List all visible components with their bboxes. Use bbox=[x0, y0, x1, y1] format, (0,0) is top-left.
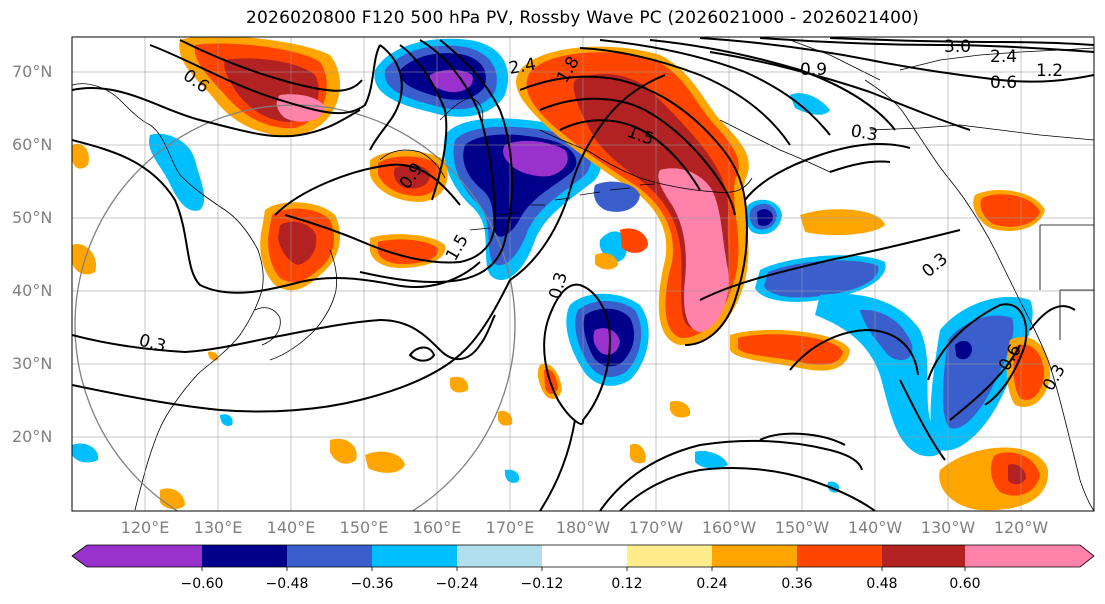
colorbar-tick: 0.36 bbox=[781, 576, 813, 592]
lon-label: 140°W bbox=[847, 518, 903, 537]
colorbar-swatch bbox=[627, 545, 712, 567]
colorbar-tick: 0.12 bbox=[611, 576, 643, 592]
lon-label: 120°W bbox=[993, 518, 1049, 537]
colorbar-swatch bbox=[457, 545, 542, 567]
colorbar-tick: 0.60 bbox=[949, 576, 981, 592]
colorbar-tick: 0.24 bbox=[696, 576, 728, 592]
contour-label: 0.6 bbox=[990, 73, 1017, 93]
lon-label: 150°W bbox=[774, 518, 830, 537]
colorbar-tick: −0.24 bbox=[435, 576, 479, 592]
lon-label: 130°E bbox=[193, 518, 243, 537]
contour-label: 0.3 bbox=[849, 121, 879, 145]
lat-label-50n: 50°N bbox=[12, 208, 53, 227]
colorbar-tick: −0.36 bbox=[350, 576, 394, 592]
colorbar-swatch bbox=[372, 545, 457, 567]
map-frame bbox=[71, 36, 1095, 512]
lon-label: 170°W bbox=[628, 518, 684, 537]
lat-label-40n: 40°N bbox=[12, 281, 53, 300]
lat-label-20n: 20°N bbox=[12, 427, 53, 446]
contour-label: 3.0 bbox=[944, 37, 971, 57]
lon-label: 150°E bbox=[339, 518, 389, 537]
colorbar-tick: 0.48 bbox=[866, 576, 898, 592]
lat-label-60n: 60°N bbox=[12, 135, 53, 154]
lat-label-70n: 70°N bbox=[12, 62, 53, 81]
lon-label: 130°W bbox=[920, 518, 976, 537]
colorbar-swatch bbox=[542, 545, 627, 567]
colorbar-swatch bbox=[882, 545, 965, 567]
pv-contours bbox=[72, 37, 1094, 511]
lon-label: 160°E bbox=[412, 518, 462, 537]
colorbar bbox=[71, 544, 1095, 571]
contour-label: 2.4 bbox=[507, 55, 537, 79]
lon-label: 160°W bbox=[701, 518, 757, 537]
lat-label-30n: 30°N bbox=[12, 354, 53, 373]
contour-label: 0.9 bbox=[800, 60, 827, 80]
colorbar-swatch bbox=[87, 545, 202, 567]
lon-label: 140°E bbox=[266, 518, 316, 537]
lon-label: 170°E bbox=[485, 518, 535, 537]
coastlines bbox=[72, 39, 1094, 511]
lon-label: 180°W bbox=[555, 518, 611, 537]
colorbar-swatch bbox=[797, 545, 882, 567]
map-title: 2026020800 F120 500 hPa PV, Rossby Wave … bbox=[246, 8, 919, 28]
colorbar-tick: −0.12 bbox=[520, 576, 564, 592]
contour-label: 1.2 bbox=[1036, 61, 1063, 81]
contour-label: 2.4 bbox=[990, 47, 1017, 67]
lon-label: 120°E bbox=[120, 518, 170, 537]
colorbar-swatch bbox=[965, 545, 1080, 567]
colorbar-swatch bbox=[712, 545, 797, 567]
colorbar-tick: −0.48 bbox=[265, 576, 309, 592]
colorbar-tick: −0.60 bbox=[180, 576, 224, 592]
colorbar-swatch bbox=[202, 545, 287, 567]
colorbar-swatch bbox=[287, 545, 372, 567]
